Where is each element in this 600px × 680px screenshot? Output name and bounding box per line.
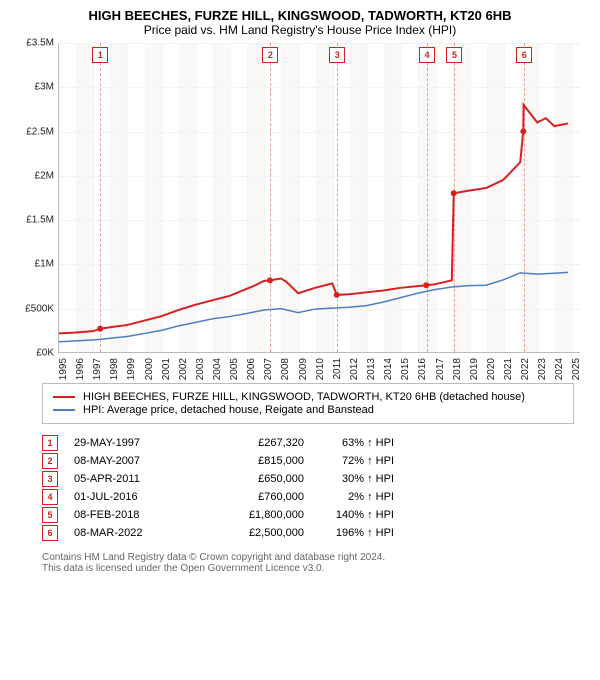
x-tick-label: 2010 [315,358,326,390]
x-tick-label: 2013 [366,358,377,390]
footer-line1: Contains HM Land Registry data © Crown c… [42,552,588,563]
x-tick-label: 2005 [229,358,240,390]
x-tick-label: 2001 [161,358,172,390]
y-tick-label: £2.5M [26,126,54,137]
x-tick-label: 1997 [92,358,103,390]
y-tick-label: £3.5M [26,38,54,49]
sale-row: 208-MAY-2007£815,00072% ↑ HPI [42,452,588,470]
sale-row: 305-APR-2011£650,00030% ↑ HPI [42,470,588,488]
x-tick-label: 2011 [332,358,343,390]
series-hpi [59,272,568,341]
chart-subtitle: Price paid vs. HM Land Registry's House … [12,23,588,37]
series-property [59,105,568,334]
legend-item: HIGH BEECHES, FURZE HILL, KINGSWOOD, TAD… [53,391,563,403]
line-canvas [59,43,580,352]
x-tick-label: 2018 [452,358,463,390]
footer-line2: This data is licensed under the Open Gov… [42,563,588,574]
y-tick-label: £0K [36,348,54,359]
legend-item: HPI: Average price, detached house, Reig… [53,404,563,416]
y-tick-label: £500K [25,303,54,314]
x-tick-label: 2022 [520,358,531,390]
x-tick-label: 1995 [58,358,69,390]
x-tick-label: 2017 [435,358,446,390]
x-tick-label: 2002 [178,358,189,390]
plot-area: 123456 [58,43,580,353]
sale-row: 129-MAY-1997£267,32063% ↑ HPI [42,434,588,452]
x-tick-label: 2019 [469,358,480,390]
x-tick-label: 2021 [503,358,514,390]
sale-row: 401-JUL-2016£760,0002% ↑ HPI [42,488,588,506]
x-tick-label: 2016 [417,358,428,390]
x-tick-label: 2023 [537,358,548,390]
y-tick-label: £1.5M [26,215,54,226]
x-tick-label: 2015 [400,358,411,390]
chart-title: HIGH BEECHES, FURZE HILL, KINGSWOOD, TAD… [12,8,588,23]
x-tick-label: 2020 [486,358,497,390]
y-tick-label: £3M [35,82,54,93]
price-chart: £0K£500K£1M£1.5M£2M£2.5M£3M£3.5M 123456 … [20,43,580,373]
x-tick-label: 1998 [109,358,120,390]
x-tick-label: 1999 [126,358,137,390]
x-axis-labels: 1995199619971998199920002001200220032004… [58,353,580,373]
x-tick-label: 2014 [383,358,394,390]
sale-row: 508-FEB-2018£1,800,000140% ↑ HPI [42,506,588,524]
x-tick-label: 2012 [349,358,360,390]
y-axis-labels: £0K£500K£1M£1.5M£2M£2.5M£3M£3.5M [20,43,56,353]
footer-attribution: Contains HM Land Registry data © Crown c… [42,552,588,574]
sales-table: 129-MAY-1997£267,32063% ↑ HPI208-MAY-200… [42,434,588,542]
x-tick-label: 2008 [280,358,291,390]
x-tick-label: 2007 [263,358,274,390]
x-tick-label: 1996 [75,358,86,390]
x-tick-label: 2024 [554,358,565,390]
sale-row: 608-MAR-2022£2,500,000196% ↑ HPI [42,524,588,542]
x-tick-label: 2025 [571,358,582,390]
x-tick-label: 2006 [246,358,257,390]
y-tick-label: £2M [35,170,54,181]
x-tick-label: 2000 [144,358,155,390]
x-tick-label: 2004 [212,358,223,390]
x-tick-label: 2009 [298,358,309,390]
x-tick-label: 2003 [195,358,206,390]
y-tick-label: £1M [35,259,54,270]
